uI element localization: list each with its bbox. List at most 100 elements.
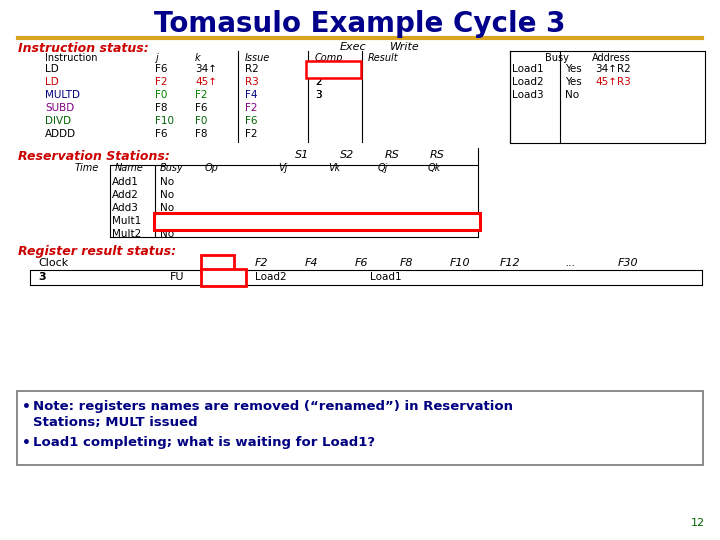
Text: 34↑: 34↑ bbox=[195, 64, 217, 74]
Text: 45↑: 45↑ bbox=[195, 77, 217, 87]
Text: F0: F0 bbox=[155, 90, 167, 100]
Text: MULTD: MULTD bbox=[205, 216, 240, 226]
Text: Clock: Clock bbox=[38, 258, 68, 268]
Text: F30: F30 bbox=[618, 258, 639, 268]
Text: ADDD: ADDD bbox=[45, 129, 76, 139]
Text: F8: F8 bbox=[195, 129, 207, 139]
Text: Yes: Yes bbox=[565, 64, 582, 74]
Text: R(F4): R(F4) bbox=[278, 216, 305, 226]
Text: Op: Op bbox=[205, 163, 219, 173]
Text: Qk: Qk bbox=[428, 163, 441, 173]
Text: F10: F10 bbox=[155, 116, 174, 126]
Text: ...: ... bbox=[565, 258, 575, 268]
Text: F6: F6 bbox=[155, 64, 168, 74]
Text: LD: LD bbox=[45, 64, 59, 74]
Text: Name: Name bbox=[115, 163, 144, 173]
Text: Load3: Load3 bbox=[512, 90, 544, 100]
Text: Write: Write bbox=[390, 42, 420, 52]
Text: R2: R2 bbox=[245, 64, 258, 74]
Text: Load1: Load1 bbox=[370, 272, 402, 282]
Text: Add1: Add1 bbox=[112, 177, 139, 187]
Text: Mult2: Mult2 bbox=[112, 229, 141, 239]
Text: Issue: Issue bbox=[245, 53, 270, 63]
Text: Load2: Load2 bbox=[255, 272, 287, 282]
Text: Address: Address bbox=[592, 53, 631, 63]
Text: 3: 3 bbox=[315, 90, 322, 100]
Text: Time: Time bbox=[75, 163, 99, 173]
Text: RS: RS bbox=[385, 150, 400, 160]
Text: F6: F6 bbox=[355, 258, 369, 268]
Text: R(F4): R(F4) bbox=[278, 216, 305, 226]
Text: Yes: Yes bbox=[160, 216, 176, 226]
Text: Instruction status:: Instruction status: bbox=[18, 42, 149, 55]
Text: Qj: Qj bbox=[378, 163, 388, 173]
Text: Mult1: Mult1 bbox=[112, 216, 141, 226]
FancyBboxPatch shape bbox=[200, 268, 246, 286]
Text: F2: F2 bbox=[255, 258, 269, 268]
Text: F12: F12 bbox=[500, 258, 521, 268]
Text: No: No bbox=[160, 229, 174, 239]
Text: Yes: Yes bbox=[565, 77, 582, 87]
Text: 3: 3 bbox=[315, 90, 322, 100]
Text: F10: F10 bbox=[450, 258, 471, 268]
Text: No: No bbox=[160, 190, 174, 200]
Text: •: • bbox=[22, 436, 31, 450]
Text: Load2: Load2 bbox=[328, 216, 359, 226]
Text: 3: 3 bbox=[330, 64, 336, 74]
Text: F2: F2 bbox=[245, 129, 258, 139]
Text: Load1 completing; what is waiting for Load1?: Load1 completing; what is waiting for Lo… bbox=[33, 436, 375, 449]
Text: F4: F4 bbox=[245, 90, 258, 100]
FancyBboxPatch shape bbox=[17, 391, 703, 465]
Text: 1: 1 bbox=[315, 64, 322, 74]
Text: F0: F0 bbox=[205, 258, 218, 268]
Text: F6: F6 bbox=[245, 116, 258, 126]
Text: DIVD: DIVD bbox=[45, 116, 71, 126]
Text: LD: LD bbox=[45, 77, 59, 87]
Text: Tomasulo Example Cycle 3: Tomasulo Example Cycle 3 bbox=[154, 10, 566, 38]
Text: 34↑R2: 34↑R2 bbox=[595, 64, 631, 74]
Text: F8: F8 bbox=[400, 258, 413, 268]
Text: F2: F2 bbox=[195, 90, 207, 100]
Text: Busy: Busy bbox=[545, 53, 569, 63]
Text: MULTD: MULTD bbox=[205, 216, 240, 226]
Text: Load2: Load2 bbox=[338, 216, 369, 226]
Text: Add3: Add3 bbox=[112, 203, 139, 213]
Text: F4: F4 bbox=[305, 258, 318, 268]
Text: S1: S1 bbox=[295, 150, 310, 160]
Text: Exec: Exec bbox=[340, 42, 366, 52]
Text: F6: F6 bbox=[155, 129, 168, 139]
FancyBboxPatch shape bbox=[305, 60, 361, 78]
Text: No: No bbox=[565, 90, 579, 100]
Text: Result: Result bbox=[368, 53, 399, 63]
Text: Register result status:: Register result status: bbox=[18, 245, 176, 258]
Text: MULTD: MULTD bbox=[45, 90, 80, 100]
Text: F2: F2 bbox=[155, 77, 168, 87]
Text: No: No bbox=[160, 203, 174, 213]
Text: No: No bbox=[160, 177, 174, 187]
Text: Note: registers names are removed (“renamed”) in Reservation: Note: registers names are removed (“rena… bbox=[33, 400, 513, 413]
Text: Comp: Comp bbox=[315, 53, 343, 63]
Text: F0: F0 bbox=[195, 116, 207, 126]
Text: k: k bbox=[195, 53, 201, 63]
Text: Instruction: Instruction bbox=[45, 53, 97, 63]
Text: 3: 3 bbox=[38, 272, 45, 282]
Text: 2: 2 bbox=[315, 77, 322, 87]
Text: SUBD: SUBD bbox=[45, 103, 74, 113]
Text: Vj: Vj bbox=[278, 163, 287, 173]
Text: Mult1: Mult1 bbox=[205, 272, 234, 282]
Text: F2: F2 bbox=[245, 103, 258, 113]
Text: S2: S2 bbox=[340, 150, 354, 160]
Text: RS: RS bbox=[430, 150, 445, 160]
Text: 12: 12 bbox=[691, 518, 705, 528]
Text: Load2: Load2 bbox=[512, 77, 544, 87]
Text: Yes: Yes bbox=[160, 216, 176, 226]
Text: Busy: Busy bbox=[160, 163, 184, 173]
Text: Add2: Add2 bbox=[112, 190, 139, 200]
FancyBboxPatch shape bbox=[200, 254, 233, 272]
Text: •: • bbox=[22, 400, 31, 414]
Text: 1: 1 bbox=[315, 64, 322, 74]
Text: Stations; MULT issued: Stations; MULT issued bbox=[33, 416, 197, 429]
Text: F6: F6 bbox=[195, 103, 207, 113]
Text: FU: FU bbox=[170, 272, 184, 282]
FancyBboxPatch shape bbox=[153, 213, 480, 230]
